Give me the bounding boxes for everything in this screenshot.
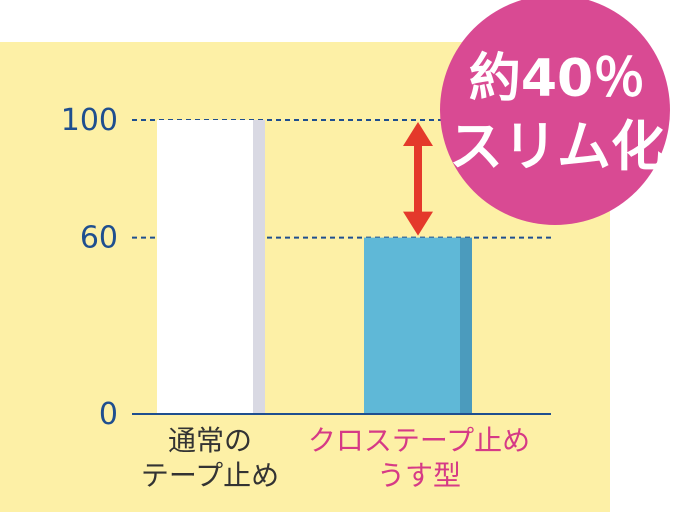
badge-line1: 約40％ <box>469 49 645 109</box>
badge-line2: スリム化 <box>449 115 665 178</box>
y-tick-label: 0 <box>99 397 118 432</box>
category-label: テープ止め <box>141 459 279 492</box>
y-tick-label: 100 <box>61 103 118 138</box>
y-tick-label: 60 <box>80 221 118 256</box>
bar <box>157 120 253 414</box>
category-label: 通常の <box>168 424 252 457</box>
reduction-arrow <box>403 122 433 236</box>
bar <box>364 237 460 414</box>
bar-side <box>253 120 265 414</box>
category-label: クロステープ止め <box>308 424 530 457</box>
category-label: うす型 <box>377 459 461 492</box>
bar-side <box>460 237 472 414</box>
slim-badge: 約40％ スリム化 <box>440 0 670 225</box>
badge-circle <box>440 0 670 225</box>
